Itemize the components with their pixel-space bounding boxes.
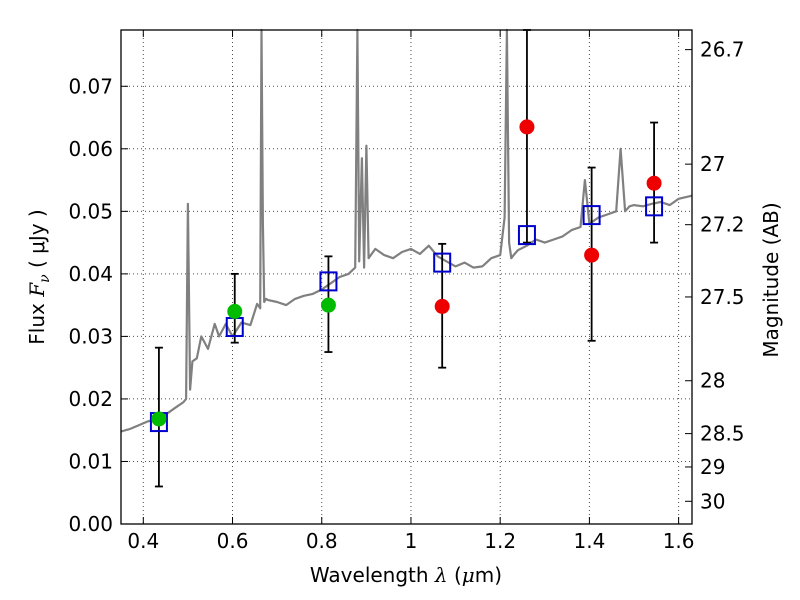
- y2-tick-label: 30: [700, 489, 725, 513]
- model-square: [582, 205, 601, 226]
- x-axis-label: Wavelength λ (μm): [310, 563, 502, 587]
- spectrum-layer: [120, 28, 693, 433]
- x-tick-label: 1.2: [484, 529, 516, 553]
- x-tick-label: 1.6: [663, 529, 695, 553]
- green-point: [151, 411, 167, 427]
- red-point: [584, 247, 600, 263]
- y-tick-label: 0.03: [68, 324, 113, 348]
- x-tick-label: 0.6: [217, 529, 249, 553]
- y-tick-label: 0.04: [68, 262, 113, 286]
- y2-tick-label: 28.5: [700, 422, 745, 446]
- red-point: [646, 175, 662, 191]
- y-tick-label: 0.05: [68, 199, 113, 223]
- x-tick-label: 1.4: [573, 529, 605, 553]
- red-point: [519, 119, 535, 135]
- x-tick-label: 1: [405, 529, 418, 553]
- y2-tick-label: 29: [700, 455, 725, 479]
- errorbar-layer: [154, 29, 659, 488]
- y-tick-label: 0.02: [68, 387, 113, 411]
- y-tick-label: 0.01: [68, 449, 113, 473]
- model-square: [433, 252, 452, 273]
- plot-frame: [120, 29, 693, 525]
- y2-tick-label: 27: [700, 152, 725, 176]
- spectrum-line: [120, 28, 693, 433]
- model-square: [517, 225, 536, 246]
- red-point: [434, 298, 450, 314]
- y2-tick-label: 27.2: [700, 213, 745, 237]
- y-axis-label: Flux Fν ( μJy ): [25, 209, 53, 344]
- x-tick-label: 0.8: [306, 529, 338, 553]
- y2-axis-label: Magnitude (AB): [759, 202, 783, 357]
- grid-layer: [121, 30, 692, 524]
- green-point: [227, 303, 243, 319]
- model-square: [645, 196, 664, 217]
- green-point: [320, 297, 336, 313]
- y2-tick-label: 26.7: [700, 38, 745, 62]
- y-tick-label: 0.00: [68, 512, 113, 536]
- y-tick-label: 0.06: [68, 137, 113, 161]
- tick-layer: 0.4 0.6 0.8 1 1.2 1.4 1.6 0.00 0.01 0.02 0.03 0.04 0…: [68, 30, 745, 553]
- y-tick-label: 0.07: [68, 74, 113, 98]
- model-square: [319, 271, 338, 292]
- y2-tick-label: 28: [700, 369, 725, 393]
- x-tick-label: 0.4: [127, 529, 159, 553]
- marker-layer: [149, 119, 664, 433]
- y2-tick-label: 27.5: [700, 285, 745, 309]
